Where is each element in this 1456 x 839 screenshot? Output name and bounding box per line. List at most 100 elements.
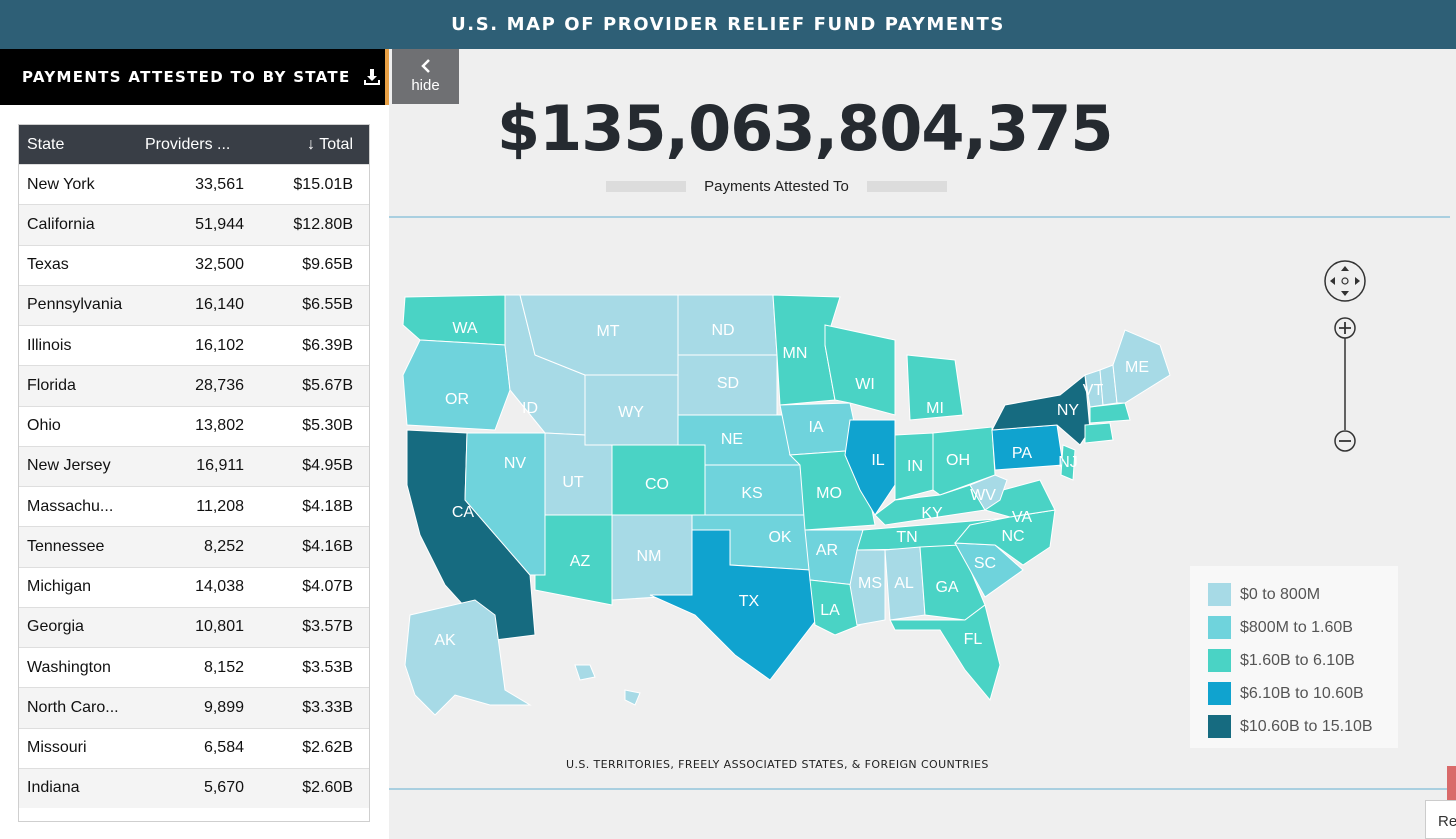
divider-right <box>867 180 947 192</box>
legend-label: $1.60B to 6.10B <box>1240 651 1355 669</box>
table-row[interactable]: North Caro... 9,899 $3.33B <box>19 687 369 728</box>
cell-total: $4.07B <box>302 578 353 596</box>
cell-providers: 51,944 <box>195 215 244 233</box>
cell-providers: 28,736 <box>195 376 244 394</box>
cell-providers: 16,140 <box>195 296 244 314</box>
state-label-ia: IA <box>808 419 823 436</box>
legend-item: $0 to 800M <box>1208 578 1380 611</box>
cell-total: $9.65B <box>302 256 353 274</box>
state-label-id: ID <box>522 400 538 417</box>
total-payments-caption: Payments Attested To <box>606 177 947 195</box>
state-label-ak: AK <box>434 632 456 649</box>
table-row[interactable]: Georgia 10,801 $3.57B <box>19 606 369 647</box>
download-icon[interactable] <box>363 68 381 86</box>
minus-icon[interactable] <box>1334 430 1356 452</box>
cell-providers: 9,899 <box>203 698 244 716</box>
territories-link[interactable]: U.S. TERRITORIES, FREELY ASSOCIATED STAT… <box>566 758 989 771</box>
column-header-total[interactable]: ↓ Total <box>307 135 353 153</box>
table-row[interactable]: Indiana 5,670 $2.60B <box>19 767 369 808</box>
hide-panel-button[interactable]: hide <box>392 49 459 104</box>
table-row[interactable]: Massachu... 11,208 $4.18B <box>19 486 369 526</box>
state-label-sd: SD <box>717 375 739 392</box>
state-label-wv: WV <box>970 487 996 504</box>
state-hi[interactable] <box>574 664 641 706</box>
state-ak[interactable] <box>404 599 532 716</box>
table-row[interactable]: Tennessee 8,252 $4.16B <box>19 526 369 567</box>
legend-label: $10.60B to 15.10B <box>1240 717 1373 735</box>
plus-icon[interactable] <box>1334 317 1356 339</box>
cell-total: $5.67B <box>302 376 353 394</box>
state-or[interactable] <box>402 339 511 431</box>
state-label-ga: GA <box>935 579 958 596</box>
table-row[interactable]: Washington 8,152 $3.53B <box>19 647 369 687</box>
state-label-co: CO <box>645 476 669 493</box>
table-row[interactable]: New York 33,561 $15.01B <box>19 164 369 204</box>
table-row[interactable]: Missouri 6,584 $2.62B <box>19 727 369 768</box>
legend-swatch <box>1208 715 1231 738</box>
table-row[interactable]: Illinois 16,102 $6.39B <box>19 325 369 365</box>
hide-label: hide <box>411 77 440 94</box>
cell-total: $5.30B <box>302 417 353 435</box>
divider-bottom <box>389 788 1450 790</box>
legend-swatch <box>1208 583 1231 606</box>
state-label-tx: TX <box>739 593 760 610</box>
state-label-nj: NJ <box>1058 454 1078 471</box>
table-row[interactable]: Florida 28,736 $5.67B <box>19 365 369 406</box>
state-label-mn: MN <box>783 345 808 362</box>
table-row[interactable]: Michigan 14,038 $4.07B <box>19 566 369 607</box>
cell-state: Washington <box>27 658 111 676</box>
cell-state: Michigan <box>27 578 92 596</box>
cell-total: $3.57B <box>302 618 353 636</box>
cell-total: $4.16B <box>302 537 353 555</box>
cell-providers: 6,584 <box>203 739 244 757</box>
legend-swatch <box>1208 616 1231 639</box>
cell-state: Pennsylvania <box>27 296 123 314</box>
state-ma[interactable] <box>1089 402 1131 424</box>
table-row[interactable]: New Jersey 16,911 $4.95B <box>19 445 369 486</box>
table-row[interactable]: Texas 32,500 $9.65B <box>19 244 369 285</box>
legend-item: $10.60B to 15.10B <box>1208 710 1380 743</box>
legend-label: $800M to 1.60B <box>1240 618 1353 636</box>
state-label-ca: CA <box>452 504 475 521</box>
us-map[interactable]: WA OR CA NV ID MT WY UT AZ CO NM ND SD NE KS OK TX MN IA MO… <box>395 285 1185 725</box>
cell-total: $3.53B <box>302 658 353 676</box>
state-nj[interactable] <box>1060 444 1076 481</box>
state-label-ms: MS <box>858 575 882 592</box>
table-row[interactable]: Ohio 13,802 $5.30B <box>19 405 369 446</box>
divider-top <box>389 216 1450 218</box>
state-la[interactable] <box>809 579 861 636</box>
feedback-tab[interactable] <box>1447 766 1456 806</box>
state-ms[interactable] <box>849 549 886 626</box>
column-header-state[interactable]: State <box>27 135 65 153</box>
cell-providers: 8,152 <box>203 658 244 676</box>
cell-providers: 8,252 <box>203 537 244 555</box>
state-wi[interactable] <box>824 324 896 416</box>
state-me[interactable] <box>1112 329 1171 404</box>
legend-swatch <box>1208 682 1231 705</box>
state-label-il: IL <box>871 452 884 469</box>
state-nc[interactable] <box>953 509 1056 566</box>
state-label-ky: KY <box>921 505 943 522</box>
cell-total: $15.01B <box>293 175 353 193</box>
map-zoom-controls <box>1322 258 1368 458</box>
cell-total: $6.39B <box>302 336 353 354</box>
column-header-providers[interactable]: Providers ... <box>145 135 231 153</box>
table-row[interactable]: Pennsylvania 16,140 $6.55B <box>19 284 369 325</box>
cell-state: Indiana <box>27 779 80 797</box>
state-fl[interactable] <box>889 604 1001 702</box>
state-label-wa: WA <box>452 320 478 337</box>
state-oh[interactable] <box>932 426 996 496</box>
state-label-sc: SC <box>974 555 996 572</box>
state-ct[interactable] <box>1084 422 1114 444</box>
cell-providers: 32,500 <box>195 256 244 274</box>
state-wv[interactable] <box>969 474 1008 511</box>
corner-button[interactable]: Re <box>1425 800 1456 839</box>
state-tx[interactable] <box>649 529 821 681</box>
state-label-oh: OH <box>946 452 970 469</box>
table-row[interactable]: California 51,944 $12.80B <box>19 204 369 245</box>
state-label-ok: OK <box>768 529 791 546</box>
state-label-fl: FL <box>964 631 983 648</box>
legend-swatch <box>1208 649 1231 672</box>
pan-icon[interactable] <box>1324 260 1366 302</box>
state-mi[interactable] <box>906 354 964 421</box>
